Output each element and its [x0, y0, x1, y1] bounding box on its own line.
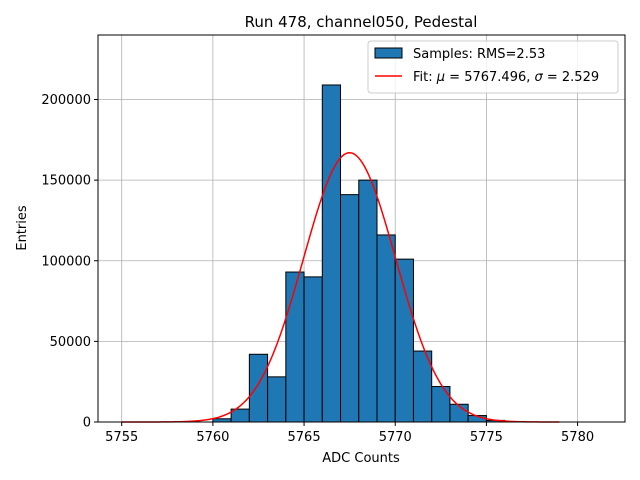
x-axis-title: ADC Counts: [322, 451, 400, 466]
histogram-bar-4: [285, 271, 305, 423]
histogram-bar-10: [394, 258, 414, 423]
y-tick-label-0: 0: [83, 416, 91, 431]
fit-curve: [121, 151, 560, 423]
axis-layer: 5755 5760 5765 5770 5775 5780 0 50000 100000 1500…: [41, 34, 626, 445]
legend-sigma-value: = 2.529: [543, 70, 599, 85]
legend-box: [367, 40, 619, 94]
histogram-bar-6: [321, 84, 342, 423]
histogram-bar-5: [303, 276, 323, 423]
legend-mu-value: = 5767.496,: [445, 70, 534, 85]
y-axis-title: Entries: [15, 205, 30, 251]
histogram-bar-12: [431, 386, 451, 423]
legend-fit-label: Fit: μ = 5767.496, σ = 2.529: [413, 70, 599, 85]
y-tick-label-3: 150000: [41, 174, 91, 189]
legend-samples-label: Samples: RMS=2.53: [413, 47, 545, 62]
plot-frame: [97, 34, 626, 423]
x-tick-label-5: 5780: [561, 430, 594, 445]
x-tick-label-0: 5755: [105, 430, 138, 445]
histogram-bar-9: [376, 234, 396, 423]
y-tick-label-1: 50000: [50, 335, 91, 350]
fit-layer: [121, 151, 560, 423]
histogram-bar-2: [248, 353, 269, 423]
x-tick-label-1: 5760: [196, 430, 229, 445]
histogram-bar-13: [449, 403, 469, 423]
legend-fit-prefix: Fit:: [413, 70, 437, 85]
x-tick-label-2: 5765: [288, 430, 321, 445]
y-tick-label-4: 200000: [41, 93, 91, 108]
histogram-bar-7: [340, 194, 360, 423]
histogram-bars: [212, 84, 506, 423]
legend: Samples: RMS=2.53 Fit: μ = 5767.496, σ =…: [367, 40, 619, 94]
legend-sigma-symbol: σ: [535, 70, 544, 85]
chart-title: Run 478, channel050, Pedestal: [245, 13, 478, 31]
x-tick-label-4: 5775: [470, 430, 503, 445]
histogram-bar-8: [358, 179, 378, 423]
legend-samples-swatch: [374, 47, 403, 59]
histogram-bar-3: [267, 376, 287, 423]
x-tick-label-3: 5770: [379, 430, 412, 445]
legend-mu-symbol: μ: [436, 70, 445, 85]
y-tick-label-2: 100000: [41, 254, 91, 269]
